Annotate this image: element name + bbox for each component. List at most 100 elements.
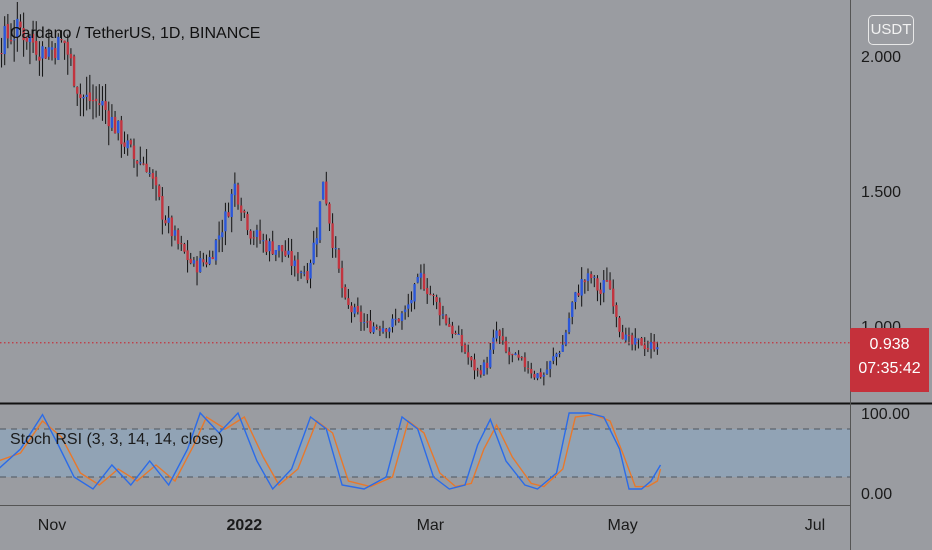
currency-button[interactable]: USDT: [868, 15, 914, 45]
candle-body: [438, 302, 442, 316]
candle-body: [53, 48, 57, 58]
time-tick-label: May: [608, 517, 638, 534]
candle-body: [113, 116, 117, 134]
candle-body: [605, 280, 609, 282]
candle-body: [180, 243, 183, 245]
candle-body: [205, 262, 208, 265]
stoch-d-line: [0, 413, 662, 488]
candle-body: [656, 347, 659, 350]
candle-body: [381, 328, 385, 332]
candle-body: [548, 361, 552, 370]
candle-body: [558, 352, 561, 355]
candle-body: [425, 288, 429, 295]
candle-body: [135, 160, 139, 164]
candle-body: [35, 40, 38, 55]
candle-body: [485, 362, 489, 368]
candle-body: [151, 172, 155, 179]
candle-body: [530, 368, 533, 374]
candle-body: [523, 357, 527, 368]
candle-body: [567, 318, 571, 333]
candle-body: [66, 41, 69, 55]
candle-body: [571, 302, 574, 317]
candle-body: [98, 103, 101, 105]
candle-body: [514, 353, 517, 356]
candle-body: [139, 162, 142, 164]
candle-body: [545, 369, 549, 374]
candle-body: [164, 220, 167, 224]
candle-body: [385, 329, 388, 332]
candle-body: [148, 172, 151, 174]
candle-body: [466, 352, 470, 358]
candle-body: [526, 368, 530, 370]
candle-body: [129, 140, 133, 145]
candle-body: [410, 299, 413, 304]
candle-body: [60, 39, 63, 41]
time-tick-label: 2022: [227, 517, 263, 534]
candle-body: [435, 296, 438, 302]
candle-body: [211, 257, 214, 260]
candle-body: [16, 18, 19, 38]
price-tick-label: 2.000: [861, 49, 901, 66]
candle-body: [646, 348, 650, 350]
candle-body: [334, 248, 337, 250]
candle-body: [117, 120, 120, 134]
candle-body: [580, 279, 583, 296]
candle-body: [473, 359, 476, 371]
candle-body: [555, 353, 558, 357]
candle-body: [653, 341, 656, 350]
candle-body: [340, 267, 344, 289]
candle-body: [76, 86, 79, 94]
candle-body: [157, 185, 161, 197]
chart-title: Cardano / TetherUS, 1D, BINANCE: [10, 25, 260, 42]
candle-body: [271, 241, 274, 255]
stoch-rsi-pane[interactable]: [0, 411, 850, 491]
candle-body: [362, 322, 366, 324]
candle-body: [167, 217, 170, 223]
price-tick-label: 1.500: [861, 184, 901, 201]
candle-body: [350, 305, 353, 313]
candle-body: [640, 338, 643, 346]
candle-body: [489, 349, 492, 368]
candle-body: [366, 321, 369, 323]
time-tick-label: Mar: [417, 517, 445, 534]
candle-body: [44, 48, 47, 59]
candle-body: [479, 370, 482, 375]
last-price: 0.938: [869, 336, 910, 353]
candle-body: [542, 374, 546, 377]
candle-body: [448, 324, 451, 327]
candle-body: [612, 288, 615, 307]
candle-body: [236, 184, 240, 205]
candles: [0, 1, 659, 386]
candle-body: [347, 298, 350, 305]
candle-body: [107, 110, 110, 127]
candle-body: [444, 315, 448, 324]
candle-body: [599, 289, 602, 294]
candle-body: [602, 280, 605, 293]
candle-body: [249, 230, 252, 239]
candle-body: [85, 94, 88, 97]
candle-body: [312, 242, 315, 264]
stoch-tick-label: 100.00: [861, 406, 910, 423]
candle-body: [517, 354, 520, 358]
candle-body: [154, 176, 158, 186]
candle-body: [337, 249, 341, 269]
candle-body: [214, 240, 218, 261]
candle-body: [161, 196, 164, 220]
candle-body: [419, 272, 423, 278]
candle-body: [344, 286, 347, 298]
candle-body: [482, 362, 486, 375]
candle-body: [539, 372, 542, 378]
candle-body: [507, 351, 511, 356]
candle-body: [104, 101, 107, 110]
candle-body: [47, 47, 51, 57]
candle-body: [583, 280, 587, 283]
candle-body: [110, 117, 114, 128]
candle-body: [25, 37, 28, 42]
candle-body: [649, 342, 653, 349]
candle-body: [451, 325, 454, 334]
candle-body: [57, 36, 60, 60]
candle-body: [429, 293, 432, 295]
